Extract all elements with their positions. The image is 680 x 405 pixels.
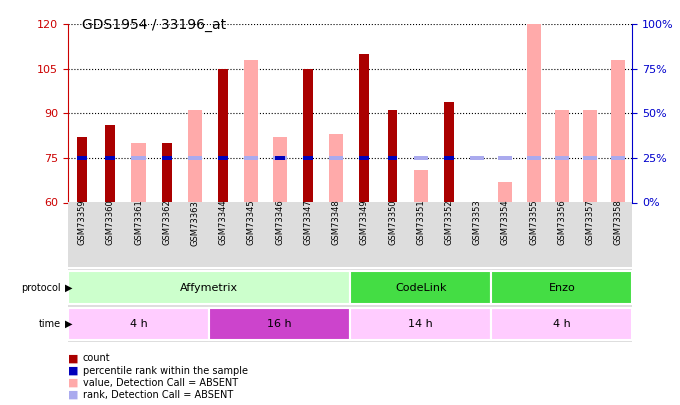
Bar <box>131 143 146 202</box>
Bar <box>218 69 228 202</box>
Bar <box>444 102 454 202</box>
Bar <box>350 271 491 304</box>
Bar <box>611 60 626 202</box>
Text: Enzo: Enzo <box>549 283 575 292</box>
Text: rank, Detection Call = ABSENT: rank, Detection Call = ABSENT <box>83 390 233 400</box>
Bar <box>329 156 343 160</box>
Bar <box>105 125 116 202</box>
Bar <box>273 156 287 160</box>
Bar <box>244 60 258 202</box>
Bar <box>388 111 398 202</box>
Bar <box>105 156 116 160</box>
Text: 4 h: 4 h <box>130 319 148 329</box>
Text: ▶: ▶ <box>65 283 72 292</box>
Text: 16 h: 16 h <box>267 319 292 329</box>
Bar <box>350 308 491 340</box>
Bar <box>162 143 172 202</box>
Text: GDS1954 / 33196_at: GDS1954 / 33196_at <box>82 18 226 32</box>
Text: time: time <box>39 319 61 329</box>
Bar <box>583 111 597 202</box>
Bar <box>273 137 287 202</box>
Bar <box>444 156 454 160</box>
Bar <box>526 24 541 202</box>
Bar <box>162 156 172 160</box>
Bar <box>413 156 428 160</box>
Bar <box>583 156 597 160</box>
Bar <box>188 156 202 160</box>
Bar <box>555 111 569 202</box>
Text: ■: ■ <box>68 378 78 388</box>
Bar <box>329 134 343 202</box>
Text: Affymetrix: Affymetrix <box>180 283 238 292</box>
Text: ■: ■ <box>68 390 78 400</box>
Bar <box>131 156 146 160</box>
Bar <box>209 308 350 340</box>
Bar <box>491 308 632 340</box>
Bar <box>244 156 258 160</box>
Bar <box>77 156 87 160</box>
Text: protocol: protocol <box>22 283 61 292</box>
Bar <box>526 156 541 160</box>
Text: count: count <box>83 354 111 363</box>
Bar <box>359 156 369 160</box>
Bar <box>470 156 484 160</box>
Text: 14 h: 14 h <box>409 319 433 329</box>
Bar <box>359 54 369 202</box>
Bar <box>388 156 398 160</box>
Bar <box>188 111 202 202</box>
Text: percentile rank within the sample: percentile rank within the sample <box>83 366 248 375</box>
Bar <box>275 156 285 160</box>
Text: ■: ■ <box>68 366 78 375</box>
Bar <box>498 182 513 202</box>
Text: 4 h: 4 h <box>553 319 571 329</box>
Bar <box>68 271 350 304</box>
Text: CodeLink: CodeLink <box>395 283 447 292</box>
Text: ▶: ▶ <box>65 319 72 329</box>
Bar <box>303 156 313 160</box>
Bar <box>555 156 569 160</box>
Bar <box>491 271 632 304</box>
Bar <box>413 170 428 202</box>
Bar <box>611 156 626 160</box>
Bar <box>68 308 209 340</box>
Bar <box>498 156 513 160</box>
Bar <box>470 202 484 235</box>
Bar <box>77 137 87 202</box>
Bar <box>218 156 228 160</box>
Bar <box>303 69 313 202</box>
Text: ■: ■ <box>68 354 78 363</box>
Text: value, Detection Call = ABSENT: value, Detection Call = ABSENT <box>83 378 238 388</box>
